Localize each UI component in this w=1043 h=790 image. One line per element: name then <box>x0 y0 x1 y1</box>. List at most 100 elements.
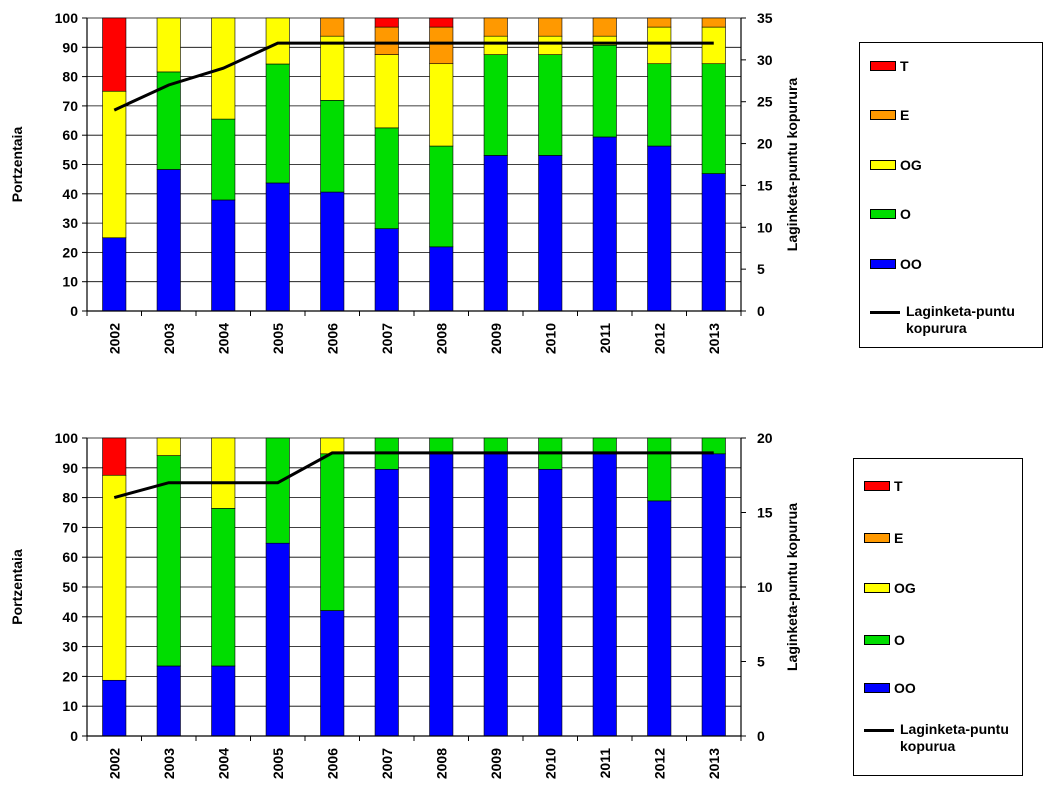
y2-tick-label: 20 <box>757 430 773 446</box>
y-tick-label: 80 <box>62 69 78 85</box>
bar-segment-oo-2006 <box>320 610 345 737</box>
y-tick-label: 90 <box>62 460 78 476</box>
bar-segment-o-2003 <box>156 455 181 667</box>
x-tick-label: 2011 <box>597 323 613 354</box>
legend-swatch-o <box>864 635 890 645</box>
x-tick-label: 2013 <box>706 323 722 354</box>
y-tick-label: 60 <box>62 127 78 143</box>
x-tick-label: 2005 <box>270 323 286 354</box>
y2-tick-label: 5 <box>757 654 765 670</box>
y-axis-title: Portzentaia <box>9 127 25 203</box>
y-tick-label: 70 <box>62 519 78 535</box>
x-tick-label: 2007 <box>379 323 395 354</box>
y-tick-label: 10 <box>62 274 78 290</box>
x-tick-label: 2012 <box>651 748 667 779</box>
legend-swatch-line <box>864 729 894 732</box>
y-tick-label: 100 <box>55 10 79 26</box>
stacked-bar-chart-top: 0 10 20 30 40 50 60 70 80 90 100 0 5 10 15 20 25 30 35 2002… <box>9 10 800 354</box>
y-tick-label: 70 <box>62 98 78 114</box>
bar-segment-oo-2011 <box>592 136 617 312</box>
bar-segment-o-2010 <box>538 54 563 156</box>
bar-segment-o-2006 <box>320 100 345 193</box>
legend-label-og: OG <box>900 156 922 173</box>
x-tick-label: 2004 <box>215 323 231 354</box>
bar-segment-oo-2004 <box>211 199 236 312</box>
x-tick-label: 2012 <box>651 323 667 354</box>
legend-label-e: E <box>900 106 910 123</box>
bar-segment-oo-2012 <box>647 500 672 737</box>
legend-swatch-t <box>864 481 890 491</box>
x-tick-label: 2004 <box>215 748 231 779</box>
legend-item-t: T <box>870 55 909 77</box>
bar-segment-og-2003 <box>156 437 181 456</box>
bar-segment-oo-2009 <box>483 155 508 312</box>
x-tick-label: 2013 <box>706 748 722 779</box>
x-tick-label: 2010 <box>542 748 558 779</box>
chart-panel-bottom: 0 10 20 30 40 50 60 70 80 90 100 0 5 10 15 20 2002 2003 20… <box>0 420 1043 790</box>
x-tick-label: 2009 <box>488 748 504 779</box>
bar-segment-oo-2010 <box>538 155 563 312</box>
y2-tick-label: 5 <box>757 261 765 277</box>
legend-label-oo: OO <box>900 255 922 272</box>
x-tick-label: 2006 <box>324 323 340 354</box>
y-tick-label: 50 <box>62 579 78 595</box>
bar-segment-oo-2010 <box>538 468 563 737</box>
bar-segment-e-2011 <box>592 17 617 37</box>
y-tick-label: 0 <box>70 303 78 319</box>
bar-segment-og-2002 <box>102 474 127 681</box>
legend-label-oo: OO <box>894 679 916 696</box>
legend-item-o: O <box>870 203 911 225</box>
y2-tick-label: 15 <box>757 177 773 193</box>
line-series-sampling-points <box>113 41 714 112</box>
legend-label-line: Laginketa-puntu kopurua <box>900 721 1009 754</box>
y-axis-title: Portzentaia <box>9 549 25 625</box>
y-tick-label: 90 <box>62 39 78 55</box>
legend-swatch-og <box>864 583 890 593</box>
bar-segment-o-2006 <box>320 453 345 611</box>
bar-segment-t-2002 <box>102 17 127 92</box>
legend-item-o: O <box>864 629 905 651</box>
x-tick-label: 2008 <box>433 323 449 354</box>
bar-segment-t-2002 <box>102 437 127 476</box>
bar-segment-o-2004 <box>211 118 236 201</box>
bar-segment-oo-2013 <box>701 173 726 312</box>
legend-item-t: T <box>864 475 903 497</box>
legend-swatch-line <box>870 311 900 314</box>
legend-label-line: Laginketa-puntu kopurura <box>906 303 1015 336</box>
bar-segment-oo-2008 <box>429 246 454 312</box>
chart-panel-top: 0 10 20 30 40 50 60 70 80 90 100 0 5 10 15 20 25 30 35 2002… <box>0 0 1043 390</box>
legend-label-o: O <box>894 631 905 648</box>
bar-segment-og-2010 <box>538 35 563 55</box>
bar-segment-e-2013 <box>701 17 726 28</box>
x-tick-label: 2009 <box>488 323 504 354</box>
x-tick-label: 2002 <box>106 748 122 779</box>
legend-swatch-t <box>870 61 896 71</box>
bar-segment-oo-2012 <box>647 145 672 312</box>
x-tick-label: 2010 <box>542 323 558 354</box>
legend-label-o: O <box>900 205 911 222</box>
bar-segment-o-2007 <box>374 127 399 229</box>
bar-segment-o-2011 <box>592 44 617 138</box>
legend-label-e: E <box>894 529 904 546</box>
y-tick-label: 30 <box>62 215 78 231</box>
bar-segment-t-2007 <box>374 17 399 28</box>
legend-item-og: OG <box>864 577 916 599</box>
y2-tick-label: 30 <box>757 52 773 68</box>
bar-segment-e-2007 <box>374 26 399 55</box>
y2-axis-title: Laginketa-puntu kopurua <box>784 503 800 671</box>
legend-label-og: OG <box>894 579 916 596</box>
legend-bottom: T E OG O OO Laginketa-puntu kopurua <box>853 458 1023 776</box>
bar-segment-og-2006 <box>320 35 345 101</box>
y-tick-label: 20 <box>62 668 78 684</box>
bar-segment-o-2004 <box>211 508 236 667</box>
x-tick-label: 2003 <box>161 748 177 779</box>
y2-tick-label: 10 <box>757 579 773 595</box>
y-tick-label: 50 <box>62 157 78 173</box>
bar-segment-o-2012 <box>647 437 672 502</box>
bar-segment-oo-2009 <box>483 453 508 737</box>
bar-segment-oo-2005 <box>265 542 290 737</box>
legend-item-oo: OO <box>870 253 922 275</box>
bar-segment-oo-2002 <box>102 679 127 737</box>
x-tick-label: 2002 <box>106 323 122 354</box>
x-tick-label: 2003 <box>161 323 177 354</box>
